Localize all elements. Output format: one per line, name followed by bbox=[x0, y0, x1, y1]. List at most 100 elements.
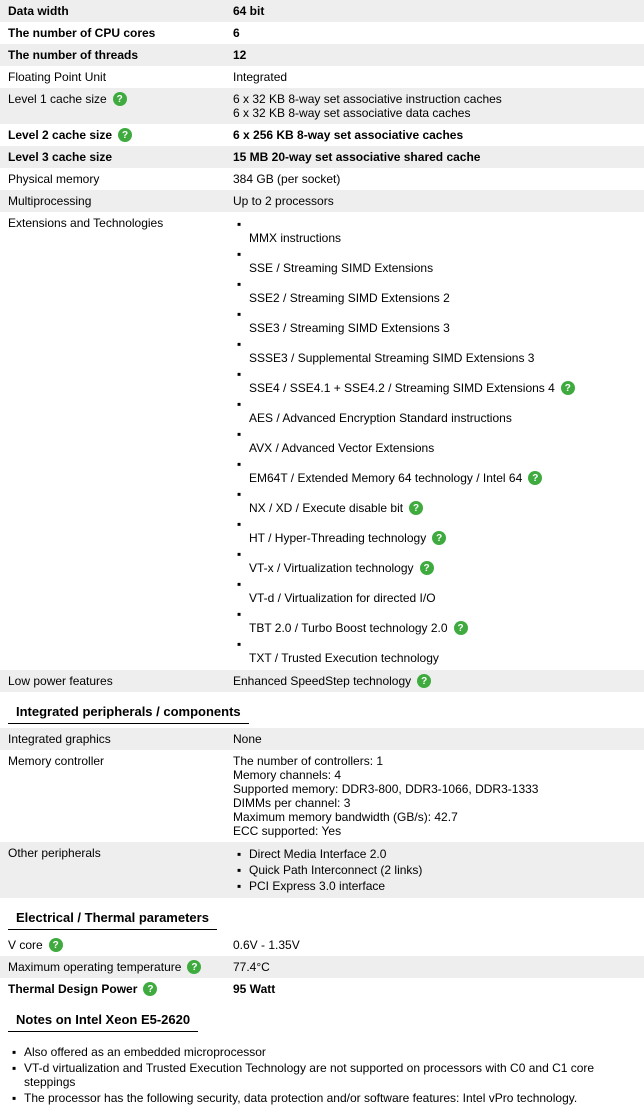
row-memctrl: Memory controller The number of controll… bbox=[0, 750, 644, 842]
extension-item: TXT / Trusted Execution technology bbox=[249, 636, 636, 666]
value-other-periph: Direct Media Interface 2.0Quick Path Int… bbox=[233, 846, 636, 894]
extension-item: NX / XD / Execute disable bit? bbox=[249, 486, 636, 516]
value-multiproc: Up to 2 processors bbox=[233, 194, 636, 208]
label-extensions: Extensions and Technologies bbox=[8, 216, 233, 666]
extension-item: SSE2 / Streaming SIMD Extensions 2 bbox=[249, 276, 636, 306]
value-maxtemp: 77.4°C bbox=[233, 960, 636, 974]
row-other-periph: Other peripherals Direct Media Interface… bbox=[0, 842, 644, 898]
label-graphics: Integrated graphics bbox=[8, 732, 233, 746]
value-extensions: MMX instructions SSE / Streaming SIMD Ext… bbox=[233, 216, 636, 666]
help-icon[interactable]: ? bbox=[113, 92, 127, 106]
row-fpu: Floating Point Unit Integrated bbox=[0, 66, 644, 88]
other-peripheral-item: Quick Path Interconnect (2 links) bbox=[249, 862, 636, 878]
extension-text: SSE2 / Streaming SIMD Extensions 2 bbox=[249, 291, 450, 305]
help-icon[interactable]: ? bbox=[417, 674, 431, 688]
row-vcore: V core ? 0.6V - 1.35V bbox=[0, 934, 644, 956]
value-memctrl: The number of controllers: 1 Memory chan… bbox=[233, 754, 636, 838]
row-threads: The number of threads 12 bbox=[0, 44, 644, 66]
extension-text: SSE / Streaming SIMD Extensions bbox=[249, 261, 433, 275]
extension-item: SSSE3 / Supplemental Streaming SIMD Exte… bbox=[249, 336, 636, 366]
row-tdp: Thermal Design Power ? 95 Watt bbox=[0, 978, 644, 1000]
extension-text: EM64T / Extended Memory 64 technology / … bbox=[249, 471, 522, 485]
help-icon[interactable]: ? bbox=[143, 982, 157, 996]
label-threads: The number of threads bbox=[8, 48, 233, 62]
label-memctrl: Memory controller bbox=[8, 754, 233, 838]
row-multiproc: Multiprocessing Up to 2 processors bbox=[0, 190, 644, 212]
label-vcore-text: V core bbox=[8, 938, 43, 952]
section-notes: Notes on Intel Xeon E5-2620 bbox=[0, 1000, 644, 1036]
extension-text: AVX / Advanced Vector Extensions bbox=[249, 441, 434, 455]
extension-item: SSE4 / SSE4.1 + SSE4.2 / Streaming SIMD … bbox=[249, 366, 636, 396]
other-peripheral-item: PCI Express 3.0 interface bbox=[249, 878, 636, 894]
section-title-integrated: Integrated peripherals / components bbox=[8, 696, 249, 724]
label-l2-text: Level 2 cache size bbox=[8, 128, 112, 142]
row-extensions: Extensions and Technologies MMX instruct… bbox=[0, 212, 644, 670]
label-low-power: Low power features bbox=[8, 674, 233, 688]
label-vcore: V core ? bbox=[8, 938, 233, 952]
extension-item: MMX instructions bbox=[249, 216, 636, 246]
note-item: VT-d virtualization and Trusted Executio… bbox=[24, 1060, 636, 1090]
value-graphics: None bbox=[233, 732, 636, 746]
label-l3: Level 3 cache size bbox=[8, 150, 233, 164]
value-phys-mem: 384 GB (per socket) bbox=[233, 172, 636, 186]
row-graphics: Integrated graphics None bbox=[0, 728, 644, 750]
extension-item: SSE / Streaming SIMD Extensions bbox=[249, 246, 636, 276]
low-power-text: Enhanced SpeedStep technology bbox=[233, 674, 411, 688]
help-icon[interactable]: ? bbox=[409, 501, 423, 515]
extension-text: TBT 2.0 / Turbo Boost technology 2.0 bbox=[249, 621, 448, 635]
label-data-width: Data width bbox=[8, 4, 233, 18]
value-threads: 12 bbox=[233, 48, 636, 62]
label-maxtemp-text: Maximum operating temperature bbox=[8, 960, 181, 974]
note-item: The processor has the following security… bbox=[24, 1090, 636, 1106]
value-fpu: Integrated bbox=[233, 70, 636, 84]
extension-text: NX / XD / Execute disable bit bbox=[249, 501, 403, 515]
extension-text: SSSE3 / Supplemental Streaming SIMD Exte… bbox=[249, 351, 534, 365]
value-low-power: Enhanced SpeedStep technology ? bbox=[233, 674, 636, 688]
extension-item: TBT 2.0 / Turbo Boost technology 2.0? bbox=[249, 606, 636, 636]
label-tdp: Thermal Design Power ? bbox=[8, 982, 233, 996]
row-l3: Level 3 cache size 15 MB 20-way set asso… bbox=[0, 146, 644, 168]
label-cpu-cores: The number of CPU cores bbox=[8, 26, 233, 40]
row-phys-mem: Physical memory 384 GB (per socket) bbox=[0, 168, 644, 190]
value-tdp: 95 Watt bbox=[233, 982, 636, 996]
extension-text: SSE3 / Streaming SIMD Extensions 3 bbox=[249, 321, 450, 335]
help-icon[interactable]: ? bbox=[454, 621, 468, 635]
help-icon[interactable]: ? bbox=[118, 128, 132, 142]
section-title-electrical: Electrical / Thermal parameters bbox=[8, 902, 217, 930]
notes-block: Also offered as an embedded microprocess… bbox=[0, 1036, 644, 1114]
help-icon[interactable]: ? bbox=[432, 531, 446, 545]
value-l3: 15 MB 20-way set associative shared cach… bbox=[233, 150, 636, 164]
extension-text: SSE4 / SSE4.1 + SSE4.2 / Streaming SIMD … bbox=[249, 381, 555, 395]
extension-item: AVX / Advanced Vector Extensions bbox=[249, 426, 636, 456]
help-icon[interactable]: ? bbox=[187, 960, 201, 974]
extension-text: MMX instructions bbox=[249, 231, 341, 245]
label-tdp-text: Thermal Design Power bbox=[8, 982, 137, 996]
extension-text: HT / Hyper-Threading technology bbox=[249, 531, 426, 545]
value-l1: 6 x 32 KB 8-way set associative instruct… bbox=[233, 92, 636, 120]
section-integrated: Integrated peripherals / components bbox=[0, 692, 644, 728]
help-icon[interactable]: ? bbox=[49, 938, 63, 952]
extension-text: TXT / Trusted Execution technology bbox=[249, 651, 439, 665]
help-icon[interactable]: ? bbox=[420, 561, 434, 575]
extension-text: AES / Advanced Encryption Standard instr… bbox=[249, 411, 512, 425]
help-icon[interactable]: ? bbox=[528, 471, 542, 485]
row-maxtemp: Maximum operating temperature ? 77.4°C bbox=[0, 956, 644, 978]
label-l1-text: Level 1 cache size bbox=[8, 92, 107, 106]
row-l2: Level 2 cache size ? 6 x 256 KB 8-way se… bbox=[0, 124, 644, 146]
extension-item: VT-d / Virtualization for directed I/O bbox=[249, 576, 636, 606]
extensions-list: MMX instructions SSE / Streaming SIMD Ext… bbox=[233, 216, 636, 666]
label-l1: Level 1 cache size ? bbox=[8, 92, 233, 120]
value-cpu-cores: 6 bbox=[233, 26, 636, 40]
other-peripheral-item: Direct Media Interface 2.0 bbox=[249, 846, 636, 862]
value-data-width: 64 bit bbox=[233, 4, 636, 18]
note-item: Also offered as an embedded microprocess… bbox=[24, 1044, 636, 1060]
help-icon[interactable]: ? bbox=[561, 381, 575, 395]
other-peripherals-list: Direct Media Interface 2.0Quick Path Int… bbox=[233, 846, 636, 894]
label-multiproc: Multiprocessing bbox=[8, 194, 233, 208]
label-fpu: Floating Point Unit bbox=[8, 70, 233, 84]
spec-table: Data width 64 bit The number of CPU core… bbox=[0, 0, 644, 1114]
row-cpu-cores: The number of CPU cores 6 bbox=[0, 22, 644, 44]
value-l2: 6 x 256 KB 8-way set associative caches bbox=[233, 128, 636, 142]
row-data-width: Data width 64 bit bbox=[0, 0, 644, 22]
value-vcore: 0.6V - 1.35V bbox=[233, 938, 636, 952]
